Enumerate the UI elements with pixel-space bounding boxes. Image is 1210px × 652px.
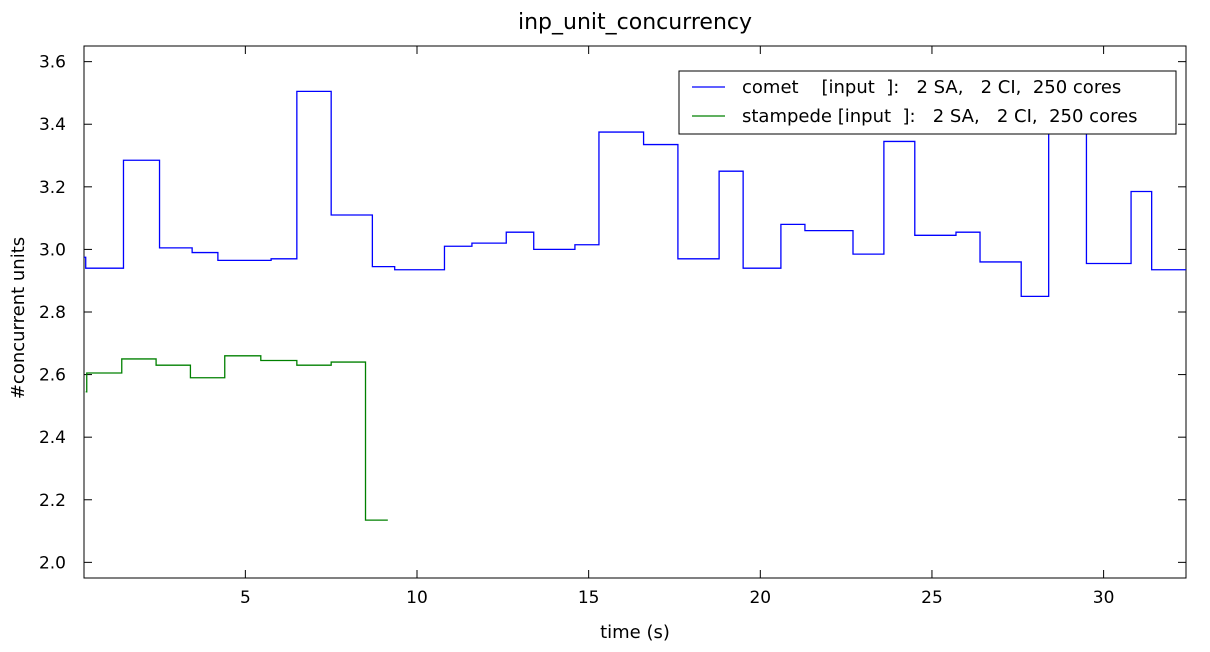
legend-label-stampede: stampede [input ]: 2 SA, 2 CI, 250 cores	[742, 106, 1138, 127]
legend-box	[678, 70, 1177, 135]
y-tick-label-5: 3.0	[39, 240, 66, 260]
x-tick-label-1: 10	[406, 588, 428, 608]
y-tick-label-3: 2.6	[39, 366, 66, 386]
legend-label-comet: comet [input ]: 2 SA, 2 CI, 250 cores	[742, 77, 1121, 98]
y-tick-label-4: 2.8	[39, 303, 66, 323]
series-line-stampede	[85, 355, 388, 521]
series-layer	[84, 86, 1186, 521]
y-tick-label-6: 3.2	[39, 178, 66, 198]
chart-title: inp_unit_concurrency	[518, 10, 752, 35]
y-tick-label-1: 2.2	[39, 491, 66, 511]
axis-ticks: 5 10 15 20 25 30 2.0 2.2 2.4 2.6 2.8 3.0 3.2 3.4 3.6	[39, 46, 1186, 608]
y-tick-label-7: 3.4	[39, 115, 66, 135]
y-tick-label-0: 2.0	[39, 553, 66, 573]
x-tick-label-0: 5	[240, 588, 251, 608]
x-tick-label-5: 30	[1093, 588, 1115, 608]
y-axis-title: #concurrent units	[8, 237, 29, 399]
y-tick-label-8: 3.6	[39, 53, 66, 73]
y-tick-label-2: 2.4	[39, 428, 66, 448]
x-tick-label-2: 15	[578, 588, 600, 608]
x-axis-title: time (s)	[600, 622, 670, 643]
x-tick-label-3: 20	[749, 588, 771, 608]
x-tick-label-4: 25	[921, 588, 943, 608]
legend: comet [input ]: 2 SA, 2 CI, 250 cores st…	[678, 70, 1177, 135]
series-line-comet	[84, 86, 1186, 297]
